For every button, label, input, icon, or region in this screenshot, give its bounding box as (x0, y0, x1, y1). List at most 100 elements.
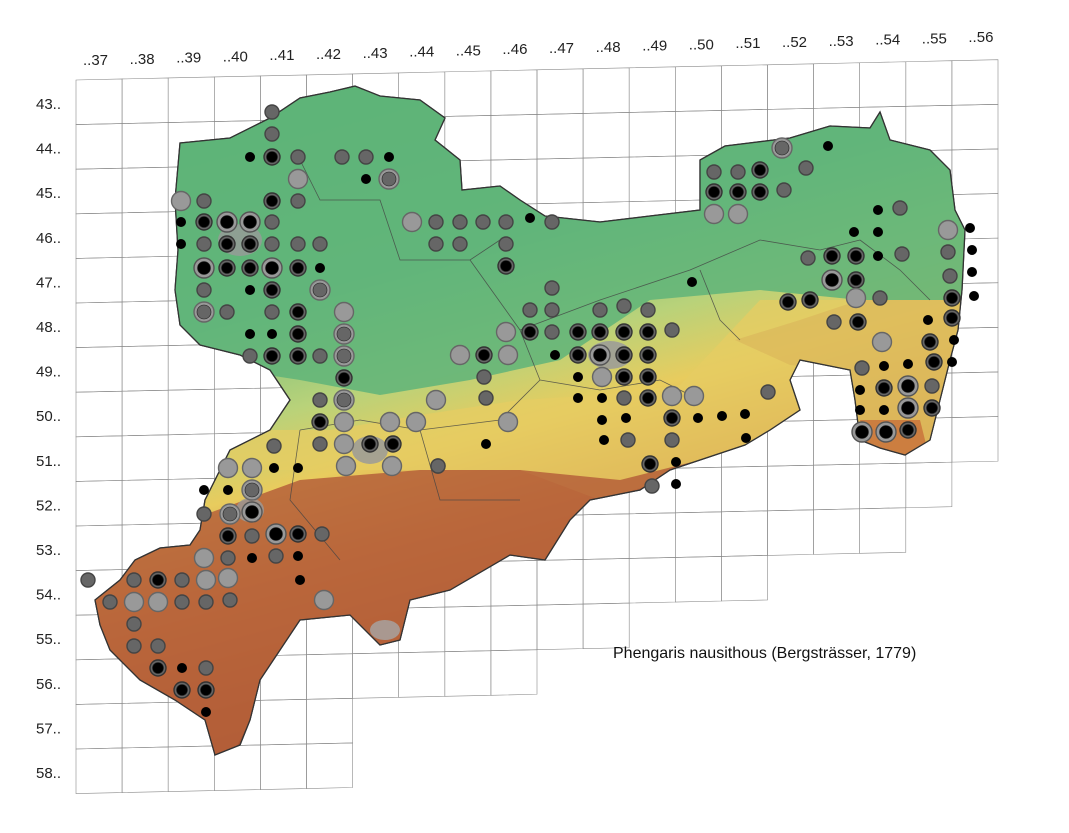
occurrence-dot (428, 214, 444, 230)
occurrence-dot (449, 344, 471, 366)
occurrence-dot-inner (902, 424, 914, 436)
occurrence-dot (873, 251, 883, 261)
grid-cell (75, 123, 123, 170)
occurrence-dot (693, 413, 703, 423)
grid-cell (167, 745, 215, 792)
occurrence-dot (826, 314, 842, 330)
grid-cell (813, 463, 860, 511)
occurrence-dot (740, 409, 750, 419)
column-label: ..39 (176, 50, 201, 67)
occurrence-dot-inner (314, 416, 326, 428)
occurrence-dot (452, 214, 468, 230)
occurrence-dot-inner (946, 292, 958, 304)
occurrence-dot (245, 329, 255, 339)
occurrence-dot (969, 291, 979, 301)
mountain-zone (95, 460, 720, 755)
occurrence-dot (264, 104, 280, 120)
occurrence-dot (315, 263, 325, 273)
grid-cell (490, 69, 538, 116)
column-label: ..43 (363, 45, 388, 62)
grid-cell (121, 77, 169, 124)
occurrence-dot (727, 203, 749, 225)
grid-cell (167, 388, 215, 436)
grid-cell (444, 70, 492, 117)
grid-cell (951, 59, 999, 106)
occurrence-dot-inner (266, 151, 278, 163)
occurrence-dot (544, 302, 560, 318)
occurrence-dot (223, 485, 233, 495)
occurrence-dot (798, 160, 814, 176)
occurrence-dot (478, 390, 494, 406)
occurrence-dot-inner (782, 296, 794, 308)
grid-cell (767, 464, 814, 512)
grid-cell (444, 650, 492, 697)
occurrence-dot-inner (618, 371, 630, 383)
occurrence-dot (247, 553, 257, 563)
occurrence-dot (664, 322, 680, 338)
row-label: 58.. (36, 765, 61, 782)
occurrence-dot-inner (197, 261, 211, 275)
occurrence-dot (879, 361, 889, 371)
grid-cell (859, 61, 907, 108)
occurrence-dot (879, 405, 889, 415)
occurrence-dot (264, 304, 280, 320)
occurrence-dot (949, 335, 959, 345)
occurrence-dot-inner (572, 326, 584, 338)
occurrence-dot (150, 638, 166, 654)
occurrence-dot (333, 411, 355, 433)
occurrence-dot (640, 302, 656, 318)
occurrence-dot (195, 569, 217, 591)
urban-fichtelberg (370, 620, 400, 640)
grid-cell (490, 114, 538, 161)
occurrence-dot-inner (222, 506, 238, 522)
occurrence-dot-inner (243, 215, 257, 229)
occurrence-dot (873, 227, 883, 237)
occurrence-dot-inner (152, 662, 164, 674)
column-label: ..53 (829, 33, 854, 50)
occurrence-dot (591, 366, 613, 388)
grid-cell (721, 555, 768, 602)
occurrence-dot-inner (754, 164, 766, 176)
occurrence-dot (664, 432, 680, 448)
grid-cell (767, 509, 814, 556)
grid-cell (813, 419, 860, 466)
grid-cell (306, 742, 353, 789)
occurrence-dot (855, 385, 865, 395)
occurrence-dot-inner (500, 260, 512, 272)
grid-cell (536, 68, 584, 115)
occurrence-dot-inner (198, 216, 210, 228)
occurrence-dot (924, 378, 940, 394)
column-label: ..54 (875, 32, 900, 49)
row-label: 54.. (36, 587, 61, 604)
occurrence-dot (452, 236, 468, 252)
grid-cell (75, 167, 123, 215)
occurrence-dot (573, 372, 583, 382)
occurrence-dot (903, 359, 913, 369)
occurrence-dot (401, 211, 423, 233)
occurrence-dot-inner (642, 326, 654, 338)
occurrence-dot (242, 348, 258, 364)
occurrence-dot (312, 436, 328, 452)
occurrence-dot (687, 277, 697, 287)
occurrence-dot-inner (594, 326, 606, 338)
row-label: 49.. (36, 364, 61, 381)
occurrence-dot (616, 390, 632, 406)
occurrence-dot (717, 411, 727, 421)
grid-cell (398, 651, 446, 698)
occurrence-dot-inner (196, 304, 212, 320)
column-label: ..46 (502, 41, 527, 58)
occurrence-dot (544, 280, 560, 296)
occurrence-dot (201, 707, 211, 717)
occurrence-dot-inner (336, 326, 352, 342)
occurrence-dot-inner (924, 336, 936, 348)
occurrence-dot-inner (642, 349, 654, 361)
column-label: ..48 (596, 39, 621, 56)
occurrence-dot (872, 290, 888, 306)
occurrence-dot (849, 227, 859, 237)
row-label: 56.. (36, 676, 61, 693)
occurrence-dot (196, 506, 212, 522)
occurrence-dot-inner (265, 261, 279, 275)
occurrence-dot-inner (176, 684, 188, 696)
occurrence-dot (196, 193, 212, 209)
occurrence-dot-inner (200, 684, 212, 696)
